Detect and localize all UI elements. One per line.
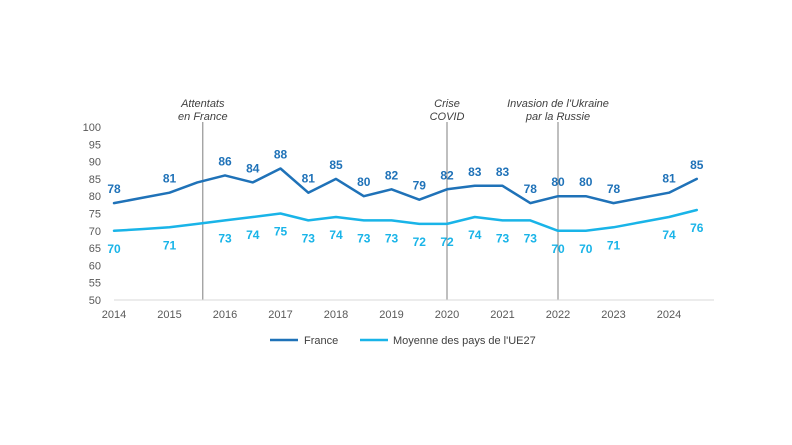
x-axis: 2014 2015 2016 2017 2018 2019 2020 2021 2022 2023… bbox=[102, 299, 714, 321]
x-tick-label: 2016 bbox=[213, 309, 237, 321]
event-label: en France bbox=[178, 111, 228, 123]
x-tick-label: 2015 bbox=[157, 309, 181, 321]
x-tick-label: 2014 bbox=[102, 309, 126, 321]
y-tick-label: 95 bbox=[89, 139, 101, 151]
y-tick-label: 75 bbox=[89, 209, 101, 221]
y-tick-label: 100 bbox=[83, 122, 101, 134]
y-tick-label: 55 bbox=[89, 278, 101, 290]
data-label-eu27: 72 bbox=[440, 235, 454, 249]
event-label: par la Russie bbox=[525, 111, 590, 123]
x-tick-label: 2017 bbox=[268, 309, 292, 321]
data-label-france: 78 bbox=[607, 182, 621, 196]
legend: France Moyenne des pays de l'UE27 bbox=[270, 335, 536, 347]
data-label-france: 81 bbox=[163, 172, 177, 186]
series-lines bbox=[112, 167, 699, 233]
legend-label: Moyenne des pays de l'UE27 bbox=[393, 335, 536, 347]
data-labels: 78 81 86 84 88 81 85 80 82 79 82 83 83 78 80 80 78 81 85 70… bbox=[107, 148, 703, 256]
y-tick-label: 50 bbox=[89, 295, 101, 307]
data-label-france: 80 bbox=[551, 175, 565, 189]
y-axis: 50 55 60 65 70 75 80 85 90 95 100 bbox=[83, 122, 101, 307]
event-label: Crise bbox=[434, 98, 460, 110]
data-label-france: 84 bbox=[246, 161, 260, 175]
legend-label: France bbox=[304, 335, 338, 347]
data-label-eu27: 76 bbox=[690, 221, 704, 235]
data-label-france: 79 bbox=[413, 179, 427, 193]
data-label-eu27: 70 bbox=[551, 242, 565, 256]
y-tick-label: 80 bbox=[89, 191, 101, 203]
data-label-eu27: 71 bbox=[607, 238, 621, 252]
data-label-france: 83 bbox=[468, 165, 482, 179]
series-line-eu27 bbox=[112, 208, 699, 233]
data-label-eu27: 73 bbox=[357, 231, 371, 245]
data-label-france: 78 bbox=[107, 182, 121, 196]
data-label-eu27: 72 bbox=[413, 235, 427, 249]
y-tick-label: 65 bbox=[89, 243, 101, 255]
data-label-eu27: 73 bbox=[524, 231, 538, 245]
data-label-france: 82 bbox=[385, 168, 399, 182]
data-label-france: 85 bbox=[329, 158, 343, 172]
data-label-france: 88 bbox=[274, 148, 288, 162]
data-label-france: 80 bbox=[357, 175, 371, 189]
x-tick-label: 2018 bbox=[324, 309, 348, 321]
data-label-eu27: 73 bbox=[302, 231, 316, 245]
data-label-eu27: 73 bbox=[496, 231, 510, 245]
x-tick-label: 2020 bbox=[435, 309, 459, 321]
data-label-eu27: 75 bbox=[274, 225, 288, 239]
data-label-france: 80 bbox=[579, 175, 593, 189]
y-tick-label: 85 bbox=[89, 174, 101, 186]
x-tick-label: 2019 bbox=[379, 309, 403, 321]
data-label-eu27: 70 bbox=[579, 242, 593, 256]
x-tick-label: 2021 bbox=[490, 309, 514, 321]
data-label-france: 82 bbox=[440, 168, 454, 182]
data-label-eu27: 73 bbox=[218, 231, 232, 245]
data-label-eu27: 74 bbox=[662, 228, 676, 242]
data-label-france: 85 bbox=[690, 158, 704, 172]
data-label-eu27: 74 bbox=[246, 228, 260, 242]
data-label-france: 81 bbox=[302, 172, 316, 186]
data-label-eu27: 74 bbox=[329, 228, 343, 242]
series-line-france bbox=[112, 167, 699, 205]
event-label: COVID bbox=[430, 111, 465, 123]
data-label-france: 86 bbox=[218, 154, 232, 168]
data-label-france: 83 bbox=[496, 165, 510, 179]
data-label-eu27: 70 bbox=[107, 242, 121, 256]
x-tick-label: 2022 bbox=[546, 309, 570, 321]
y-tick-label: 60 bbox=[89, 260, 101, 272]
x-tick-label: 2024 bbox=[657, 309, 681, 321]
event-label: Invasion de l'Ukraine bbox=[507, 98, 609, 110]
y-tick-label: 90 bbox=[89, 157, 101, 169]
x-tick-label: 2023 bbox=[601, 309, 625, 321]
data-label-eu27: 74 bbox=[468, 228, 482, 242]
event-label: Attentats bbox=[180, 98, 225, 110]
data-label-eu27: 71 bbox=[163, 238, 177, 252]
y-tick-label: 70 bbox=[89, 226, 101, 238]
data-label-france: 81 bbox=[662, 172, 676, 186]
data-label-france: 78 bbox=[524, 182, 538, 196]
data-label-eu27: 73 bbox=[385, 231, 399, 245]
